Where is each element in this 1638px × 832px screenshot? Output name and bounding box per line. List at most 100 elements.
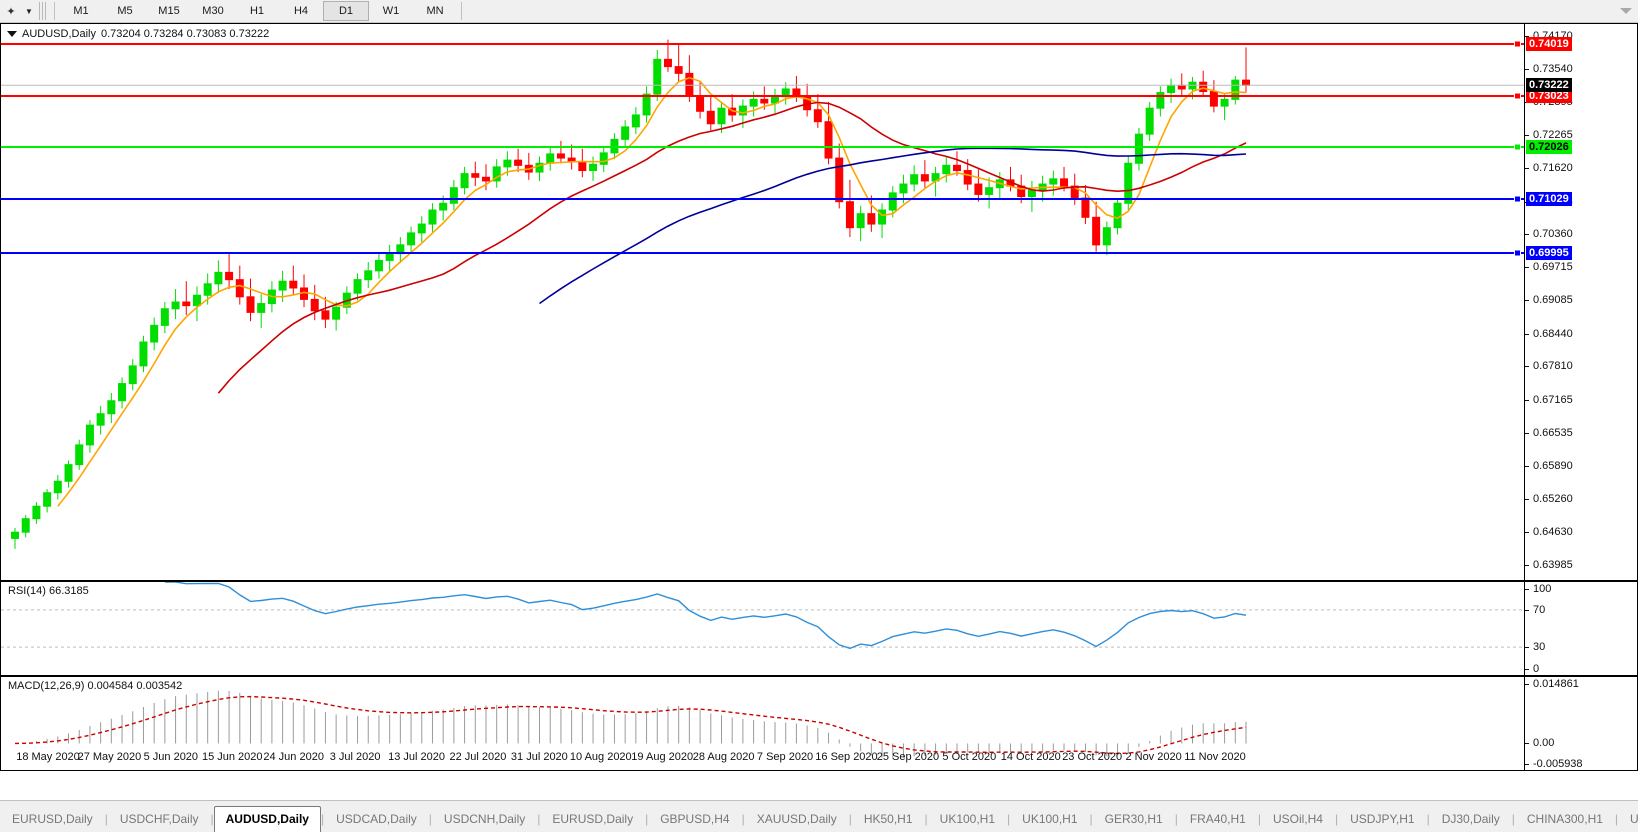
timeframe-h1[interactable]: H1 (249, 5, 265, 17)
rsi-svg (1, 582, 1524, 650)
tab-separator: | (210, 812, 214, 826)
timeframe-m30[interactable]: M30 (202, 5, 224, 17)
price-tick: 0.68440 (1525, 328, 1573, 340)
rsi-tick: 0 (1525, 663, 1539, 675)
tab-separator: | (1614, 812, 1619, 826)
price-plot-area[interactable] (1, 24, 1524, 580)
chart-tab-xauusd-daily[interactable]: XAUUSD,Daily (756, 812, 837, 826)
date-tick: 5 Oct 2020 (942, 751, 997, 763)
rsi-panel[interactable]: 100 70 30 0 RSI(14) 66.3185 (0, 581, 1638, 676)
level-handle-pivot-green[interactable] (1514, 143, 1521, 151)
chart-tab-bar[interactable]: EURUSD,Daily | USDCHF,Daily | AUDUSD,Daily | U… (0, 800, 1638, 832)
chart-menu-caret-icon[interactable] (7, 31, 17, 37)
chevron-down-icon[interactable]: ▼ (25, 6, 33, 16)
level-line-support-1[interactable] (1, 198, 1524, 201)
level-line-support-2[interactable] (1, 251, 1524, 254)
date-tick: 19 Aug 2020 (631, 751, 694, 763)
level-handle-resistance-2[interactable] (1514, 92, 1521, 100)
symbol-name: AUDUSD,Daily (22, 28, 96, 40)
rsi-axis[interactable]: 100 70 30 0 (1524, 582, 1637, 675)
price-tick: 0.64630 (1525, 526, 1573, 538)
timeframe-mn[interactable]: MN (426, 5, 444, 17)
chart-tab-uk100-h1[interactable]: UK100,H1 (1022, 812, 1078, 826)
level-line-resistance-2[interactable] (1, 94, 1524, 97)
macd-tick: 0.014861 (1525, 678, 1579, 690)
collapse-toolbar-icon[interactable] (1620, 8, 1632, 14)
date-tick: 7 Sep 2020 (756, 751, 814, 763)
tab-separator: | (741, 812, 745, 826)
macd-tick: 0.00 (1525, 737, 1554, 749)
chart-tab-usdcnh-daily[interactable]: USDCNH,Daily (443, 812, 526, 826)
chart-container[interactable]: 0.741700.735400.728950.722650.716200.709… (0, 23, 1638, 771)
tab-list: EURUSD,Daily | USDCHF,Daily | AUDUSD,Daily | U… (0, 806, 1638, 832)
chart-tab-dj30-daily[interactable]: DJ30,Daily (1441, 812, 1500, 826)
chart-tab-usoil-h1[interactable]: USOil,H1 (1630, 812, 1638, 826)
date-tick: 28 Aug 2020 (692, 751, 755, 763)
toolbar-grip[interactable] (39, 2, 47, 20)
chart-tab-usdchf-daily[interactable]: USDCHF,Daily (119, 812, 199, 826)
price-axis[interactable]: 0.741700.735400.728950.722650.716200.709… (1524, 24, 1637, 580)
level-label-support-1: 0.71029 (1526, 192, 1572, 207)
chart-tab-china300-h1[interactable]: CHINA300,H1 (1526, 812, 1603, 826)
tab-separator: | (1334, 812, 1339, 826)
symbol-ohlc: 0.73204 0.73284 0.73083 0.73222 (100, 28, 270, 40)
date-tick: 11 Nov 2020 (1184, 751, 1246, 763)
macd-plot-area[interactable] (1, 677, 1524, 770)
price-tick: 0.63985 (1525, 559, 1573, 571)
tab-separator: | (104, 812, 108, 826)
chart-tab-hk50-h1[interactable]: HK50,H1 (863, 812, 913, 826)
macd-axis[interactable]: 0.014861 0.00 -0.005938 (1524, 677, 1637, 770)
chart-tab-fra40-h1[interactable]: FRA40,H1 (1189, 812, 1246, 826)
macd-panel[interactable]: 0.014861 0.00 -0.005938 MACD(12,26,9) 0.00… (0, 676, 1638, 771)
chart-tab-gbpusd-h4[interactable]: GBPUSD,H4 (660, 812, 730, 826)
tab-separator: | (645, 812, 649, 826)
price-tick: 0.67165 (1525, 394, 1573, 406)
tab-separator: | (848, 812, 852, 826)
rsi-tick: 70 (1525, 604, 1545, 616)
tab-separator: | (1257, 812, 1261, 826)
timeframe-m15[interactable]: M15 (158, 5, 180, 17)
date-tick: 18 May 2020 (16, 751, 80, 763)
price-tick: 0.71620 (1525, 162, 1573, 174)
cursor-crosshair-icon[interactable]: ✦ (6, 5, 16, 18)
toolbar-divider-2 (461, 2, 462, 20)
rsi-tick: 30 (1525, 641, 1545, 653)
date-tick: 15 Jun 2020 (201, 751, 263, 763)
tab-separator: | (1089, 812, 1093, 826)
chart-tab-ger30-h1[interactable]: GER30,H1 (1104, 812, 1163, 826)
rsi-plot-area[interactable] (1, 582, 1524, 675)
timeframe-m1[interactable]: M1 (73, 5, 89, 17)
level-handle-support-2[interactable] (1514, 249, 1521, 257)
level-line-pivot-green[interactable] (1, 146, 1524, 149)
chart-tab-usoil-h4[interactable]: USOil,H4 (1272, 812, 1323, 826)
timeframe-h4[interactable]: H4 (293, 5, 309, 17)
date-axis: 18 May 2020 27 May 2020 5 Jun 2020 15 Jun 2… (0, 748, 1638, 770)
timeframe-m5[interactable]: M5 (117, 5, 133, 17)
timeframe-d1[interactable]: D1 (323, 1, 369, 21)
chart-tab-eurusd-daily[interactable]: EURUSD,Daily (12, 812, 93, 826)
level-label-resistance-1: 0.74019 (1526, 36, 1572, 51)
tab-separator: | (1007, 812, 1011, 826)
chart-tab-usdjpy-h1[interactable]: USDJPY,H1 (1350, 812, 1415, 826)
price-tick: 0.65260 (1525, 493, 1573, 505)
tab-separator: | (1174, 812, 1178, 826)
date-tick: 3 Jul 2020 (329, 751, 381, 763)
price-tick: 0.72265 (1525, 129, 1573, 141)
date-tick: 10 Aug 2020 (569, 751, 632, 763)
date-tick: 14 Oct 2020 (1000, 751, 1061, 763)
price-tick: 0.67810 (1525, 360, 1573, 372)
level-handle-resistance-1[interactable] (1514, 40, 1521, 48)
timeframe-w1[interactable]: W1 (382, 5, 400, 17)
macd-svg (14, 690, 1247, 759)
level-handle-support-1[interactable] (1514, 195, 1521, 203)
price-panel[interactable]: 0.741700.735400.728950.722650.716200.709… (0, 23, 1638, 581)
tab-separator: | (1426, 812, 1430, 826)
rsi-tick: 100 (1525, 583, 1551, 595)
price-tick: 0.69715 (1525, 261, 1573, 273)
tab-separator: | (537, 812, 541, 826)
chart-tab-uk100-h1[interactable]: UK100,H1 (939, 812, 996, 826)
chart-tab-audusd-daily[interactable]: AUDUSD,Daily (213, 806, 321, 832)
chart-tab-usdcad-daily[interactable]: USDCAD,Daily (336, 812, 417, 826)
level-line-resistance-1[interactable] (1, 42, 1524, 45)
chart-tab-eurusd-daily[interactable]: EURUSD,Daily (552, 812, 634, 826)
